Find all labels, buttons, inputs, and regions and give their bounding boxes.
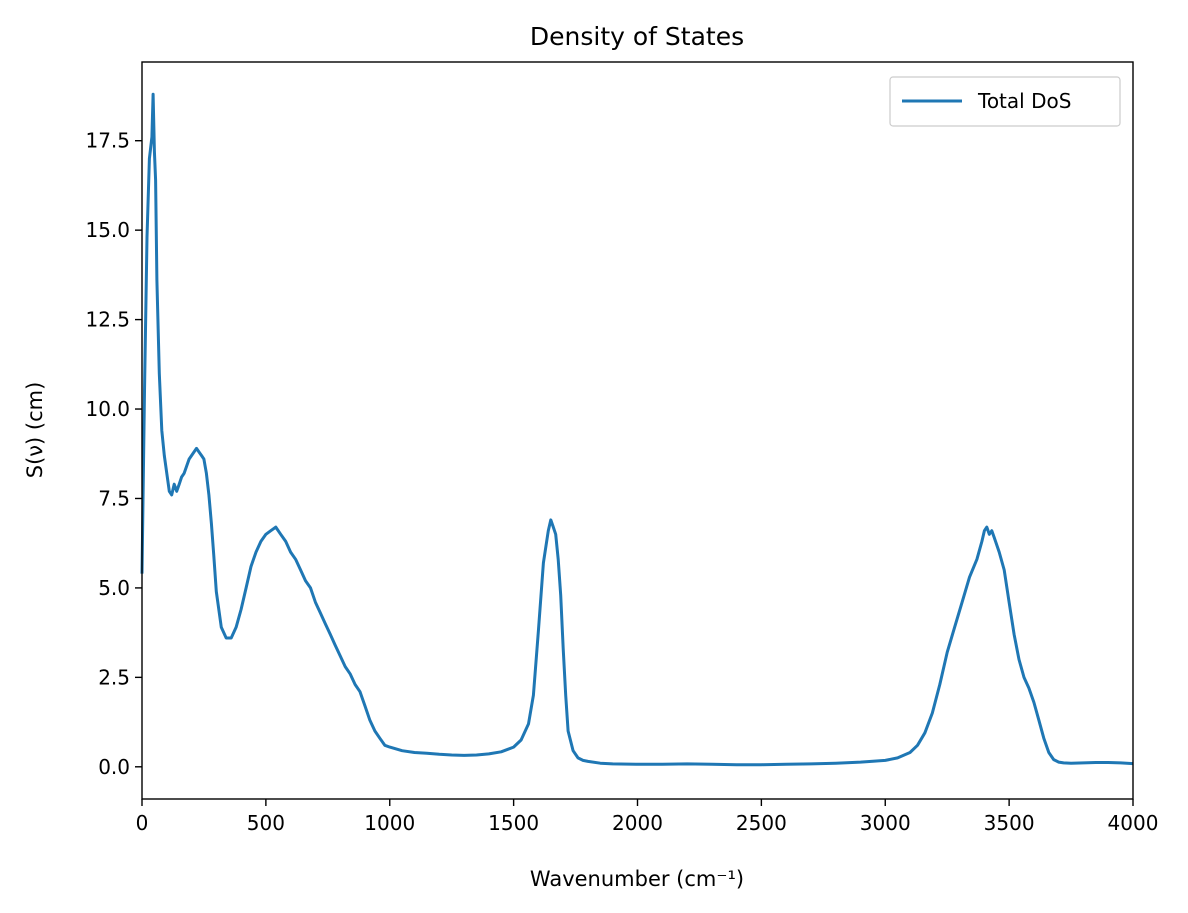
x-tick-label: 3500	[984, 811, 1035, 835]
y-tick-label: 15.0	[85, 218, 130, 242]
plot-frame	[141, 61, 1134, 800]
chart-title: Density of States	[530, 22, 744, 51]
x-tick-label: 500	[247, 811, 285, 835]
legend: Total DoS	[889, 76, 1121, 127]
ticks-layer: 0 500 1000 1500 2000 2500 3000 3500 4000 0.0 2.5 5.…	[85, 129, 1158, 835]
y-tick-label: 17.5	[85, 129, 130, 153]
series-line-0	[140, 92, 1134, 767]
x-tick-label: 1500	[488, 811, 539, 835]
y-tick-label: 7.5	[98, 486, 130, 510]
x-tick-label: 3000	[860, 811, 911, 835]
x-tick-label: 2000	[612, 811, 663, 835]
y-tick-label: 12.5	[85, 308, 130, 332]
y-tick-label: 5.0	[98, 576, 130, 600]
y-tick-label: 0.0	[98, 755, 130, 779]
y-tick-label: 10.0	[85, 397, 130, 421]
x-tick-label: 0	[136, 811, 149, 835]
x-tick-label: 1000	[364, 811, 415, 835]
legend-label: Total DoS	[977, 89, 1071, 113]
plot-area	[142, 62, 1133, 799]
data-layer	[140, 92, 1134, 767]
y-axis-label: S(ν) (cm)	[23, 382, 47, 479]
x-tick-label: 2500	[736, 811, 787, 835]
legend-box	[889, 76, 1121, 127]
x-axis-label: Wavenumber (cm⁻¹)	[530, 867, 744, 891]
y-tick-label: 2.5	[98, 665, 130, 689]
x-tick-label: 4000	[1108, 811, 1159, 835]
